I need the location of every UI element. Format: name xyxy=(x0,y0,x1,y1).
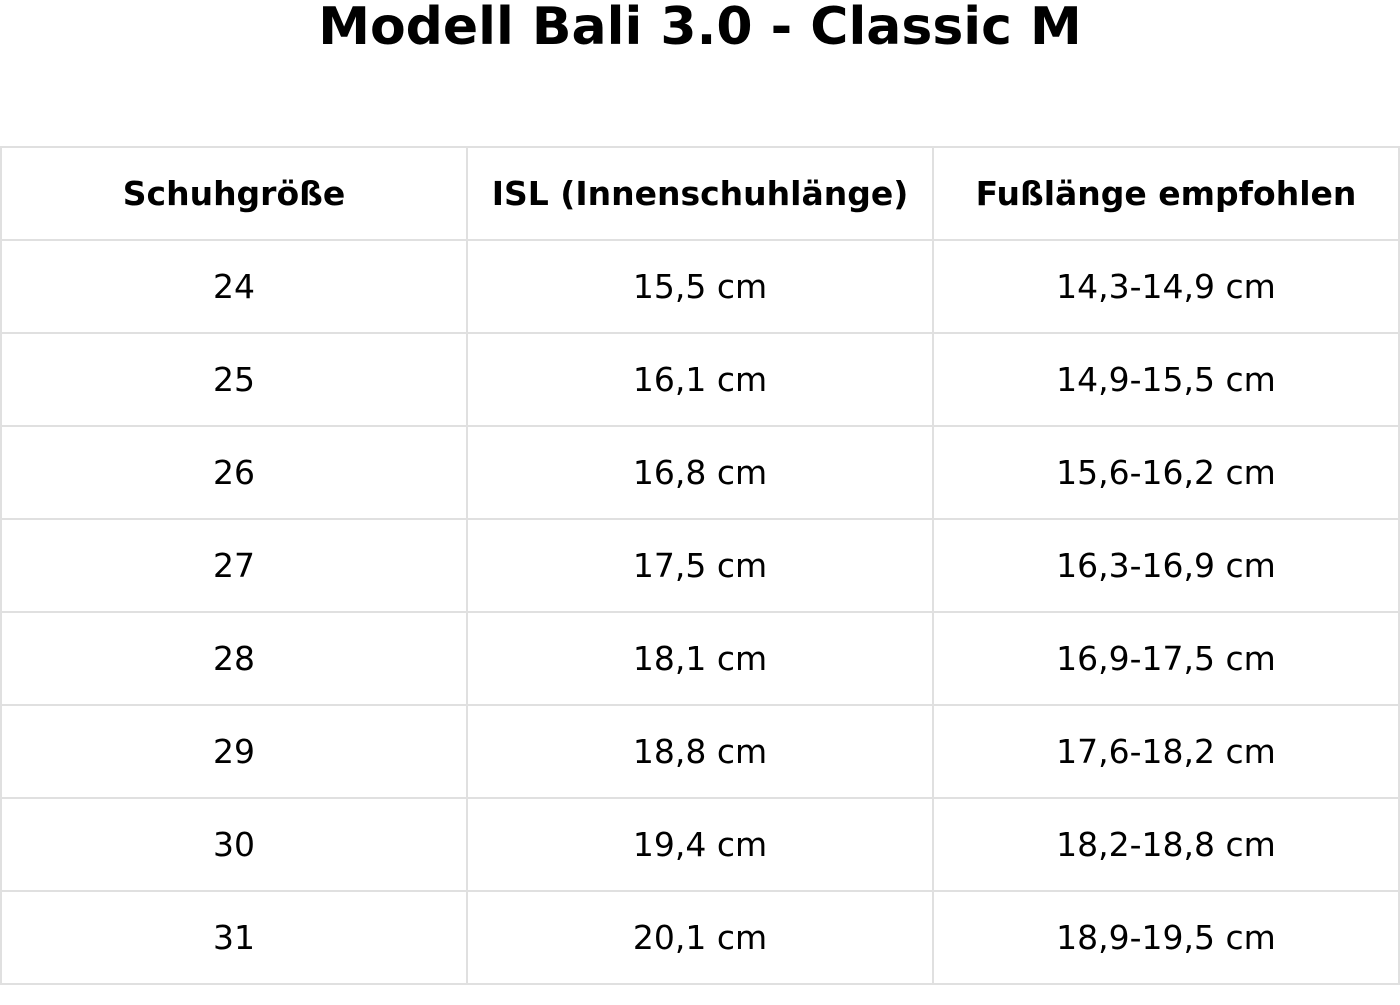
cell-inner-shoe-length: 15,5 cm xyxy=(466,239,934,334)
page-title: Modell Bali 3.0 - Classic M xyxy=(318,0,1082,57)
cell-recommended-foot-length: 16,3-16,9 cm xyxy=(932,518,1400,613)
cell-recommended-foot-length: 16,9-17,5 cm xyxy=(932,611,1400,706)
cell-inner-shoe-length: 16,1 cm xyxy=(466,332,934,427)
table-row: 26 16,8 cm 15,6-16,2 cm xyxy=(0,425,1400,520)
header-inner-shoe-length: ISL (Innenschuhlänge) xyxy=(466,146,934,241)
cell-shoe-size: 30 xyxy=(0,797,468,892)
header-recommended-foot-length: Fußlänge empfohlen xyxy=(932,146,1400,241)
cell-inner-shoe-length: 18,8 cm xyxy=(466,704,934,799)
table-row: 24 15,5 cm 14,3-14,9 cm xyxy=(0,239,1400,334)
table-row: 31 20,1 cm 18,9-19,5 cm xyxy=(0,890,1400,985)
cell-inner-shoe-length: 16,8 cm xyxy=(466,425,934,520)
table-row: 30 19,4 cm 18,2-18,8 cm xyxy=(0,797,1400,892)
cell-shoe-size: 27 xyxy=(0,518,468,613)
cell-recommended-foot-length: 17,6-18,2 cm xyxy=(932,704,1400,799)
table-row: 25 16,1 cm 14,9-15,5 cm xyxy=(0,332,1400,427)
cell-shoe-size: 29 xyxy=(0,704,468,799)
size-table: Schuhgröße ISL (Innenschuhlänge) Fußläng… xyxy=(0,146,1400,985)
cell-inner-shoe-length: 20,1 cm xyxy=(466,890,934,985)
cell-shoe-size: 25 xyxy=(0,332,468,427)
table-row: 29 18,8 cm 17,6-18,2 cm xyxy=(0,704,1400,799)
cell-shoe-size: 31 xyxy=(0,890,468,985)
cell-shoe-size: 24 xyxy=(0,239,468,334)
cell-inner-shoe-length: 18,1 cm xyxy=(466,611,934,706)
cell-recommended-foot-length: 18,2-18,8 cm xyxy=(932,797,1400,892)
table-header-row: Schuhgröße ISL (Innenschuhlänge) Fußläng… xyxy=(0,146,1400,241)
table-row: 27 17,5 cm 16,3-16,9 cm xyxy=(0,518,1400,613)
cell-shoe-size: 28 xyxy=(0,611,468,706)
header-shoe-size: Schuhgröße xyxy=(0,146,468,241)
cell-recommended-foot-length: 14,3-14,9 cm xyxy=(932,239,1400,334)
cell-inner-shoe-length: 17,5 cm xyxy=(466,518,934,613)
cell-recommended-foot-length: 14,9-15,5 cm xyxy=(932,332,1400,427)
cell-recommended-foot-length: 18,9-19,5 cm xyxy=(932,890,1400,985)
cell-recommended-foot-length: 15,6-16,2 cm xyxy=(932,425,1400,520)
cell-shoe-size: 26 xyxy=(0,425,468,520)
cell-inner-shoe-length: 19,4 cm xyxy=(466,797,934,892)
table-row: 28 18,1 cm 16,9-17,5 cm xyxy=(0,611,1400,706)
